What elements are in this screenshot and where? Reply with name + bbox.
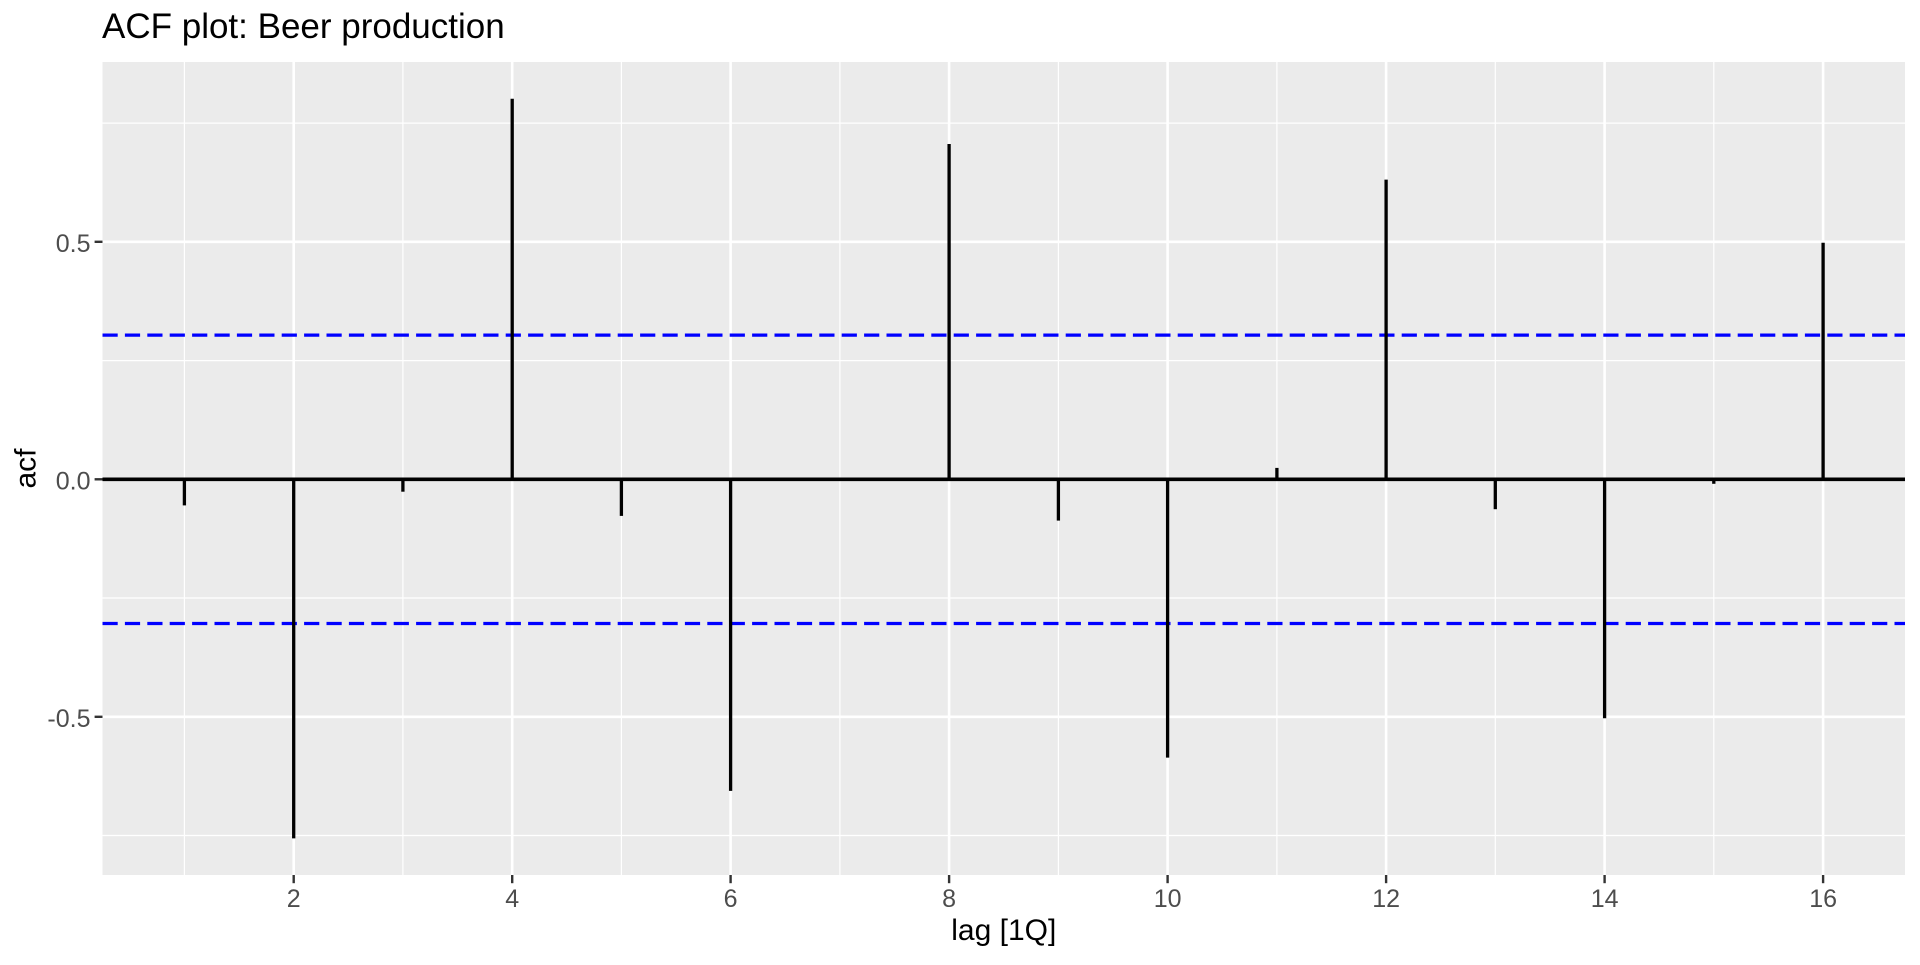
svg-text:2: 2 <box>287 885 301 913</box>
svg-text:-0.5: -0.5 <box>47 705 90 733</box>
svg-text:acf: acf <box>10 448 43 489</box>
svg-text:14: 14 <box>1591 885 1619 913</box>
svg-text:12: 12 <box>1372 885 1400 913</box>
svg-text:0.5: 0.5 <box>56 230 91 258</box>
svg-text:8: 8 <box>942 885 956 913</box>
svg-text:6: 6 <box>724 885 738 913</box>
svg-text:ACF plot: Beer production: ACF plot: Beer production <box>102 7 505 46</box>
svg-text:0.0: 0.0 <box>56 468 91 496</box>
svg-text:4: 4 <box>505 885 519 913</box>
svg-text:lag [1Q]: lag [1Q] <box>951 914 1056 947</box>
svg-text:10: 10 <box>1154 885 1182 913</box>
svg-text:16: 16 <box>1809 885 1837 913</box>
